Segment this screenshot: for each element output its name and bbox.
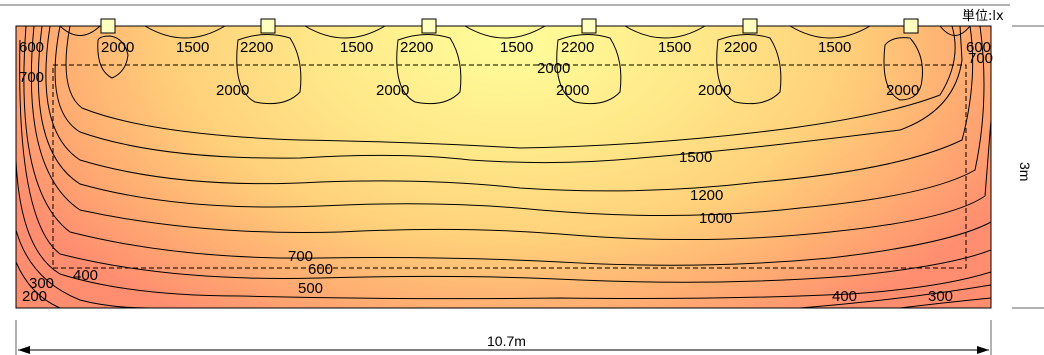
contour-label: 2000	[376, 82, 409, 99]
luminaire-icon	[581, 18, 597, 34]
contour-label: 1500	[340, 39, 373, 56]
contour-line	[54, 26, 963, 164]
contour-label: 2000	[537, 60, 570, 77]
contour-line	[97, 35, 129, 79]
contour-line	[59, 26, 101, 36]
contour-label: 1500	[679, 149, 712, 166]
contour-label: 700	[19, 69, 44, 86]
contour-line	[23, 26, 991, 266]
contour-label: 1500	[818, 39, 851, 56]
contour-line	[899, 297, 991, 308]
contour-line	[396, 34, 462, 105]
contour-label: 2200	[400, 39, 433, 56]
illuminance-field	[16, 26, 991, 308]
luminaire-icon	[742, 18, 758, 34]
contour-label: 300	[928, 288, 953, 305]
contour-label: 2000	[216, 82, 249, 99]
contour-line	[16, 229, 151, 308]
contour-label: 1500	[500, 39, 533, 56]
contour-label: 1200	[690, 187, 723, 204]
luminaire-icon	[100, 18, 116, 34]
luminaires	[100, 18, 919, 34]
contour-label: 2200	[561, 39, 594, 56]
contour-line	[16, 261, 61, 308]
contour-line	[556, 34, 622, 105]
contour-line	[236, 34, 302, 105]
contour-line	[45, 26, 974, 192]
contour-label: 1500	[176, 39, 209, 56]
contour-label: 600	[19, 39, 44, 56]
contour-line	[789, 26, 871, 39]
luminaire-icon	[260, 18, 276, 34]
contour-label: 2200	[240, 39, 273, 56]
contour-label: 700	[288, 248, 313, 265]
contour-line	[30, 26, 991, 241]
height-dimension-label: 3m	[1017, 162, 1033, 181]
contour-line	[464, 26, 546, 39]
unit-label: 単位:lx	[962, 8, 1004, 24]
contour-label: 600	[308, 261, 333, 278]
contour-label: 1500	[658, 39, 691, 56]
contour-label: 2000	[556, 82, 589, 99]
contour-label: 400	[73, 267, 98, 284]
luminaire-icon	[421, 18, 437, 34]
contour-label: 2200	[724, 39, 757, 56]
contour-label: 500	[298, 280, 323, 297]
contour-label: 700	[968, 50, 993, 67]
contour-line	[37, 26, 985, 217]
width-dimension-label: 10.7m	[487, 333, 526, 349]
contour-line	[304, 26, 386, 39]
width-dim-arrow-left	[18, 346, 30, 354]
work-plane-outline	[52, 64, 967, 269]
contour-line	[799, 284, 991, 308]
contour-label: 1000	[699, 210, 732, 227]
contour-label: 400	[832, 288, 857, 305]
contour-label: 300	[29, 275, 54, 292]
contour-label: 600	[966, 39, 991, 56]
contour-label: 200	[22, 288, 47, 305]
contour-line	[883, 37, 923, 101]
contour-line	[716, 34, 782, 105]
contour-line	[939, 26, 971, 36]
contour-line	[144, 26, 226, 39]
contour-line	[624, 26, 706, 39]
contour-labels: 600 2000 1500 2200 1500 2200 1500 2200 1…	[19, 39, 993, 305]
contour-line	[19, 39, 991, 283]
contour-label: 2000	[101, 39, 134, 56]
contour-line	[16, 159, 991, 300]
luminaire-icon	[903, 18, 919, 34]
contour-line	[65, 26, 956, 149]
room-outline	[15, 25, 992, 309]
contour-label: 2000	[698, 82, 731, 99]
contour-label: 2000	[886, 82, 919, 99]
width-dim-arrow-right	[977, 346, 989, 354]
